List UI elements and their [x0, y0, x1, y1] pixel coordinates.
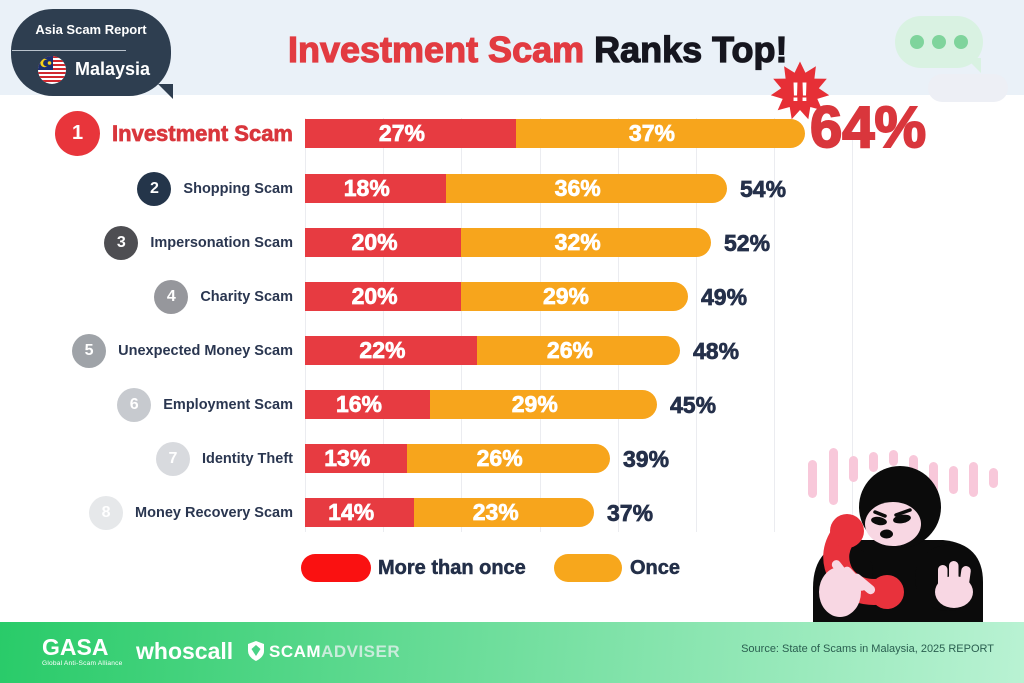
svg-text:!!: !!	[791, 77, 809, 107]
